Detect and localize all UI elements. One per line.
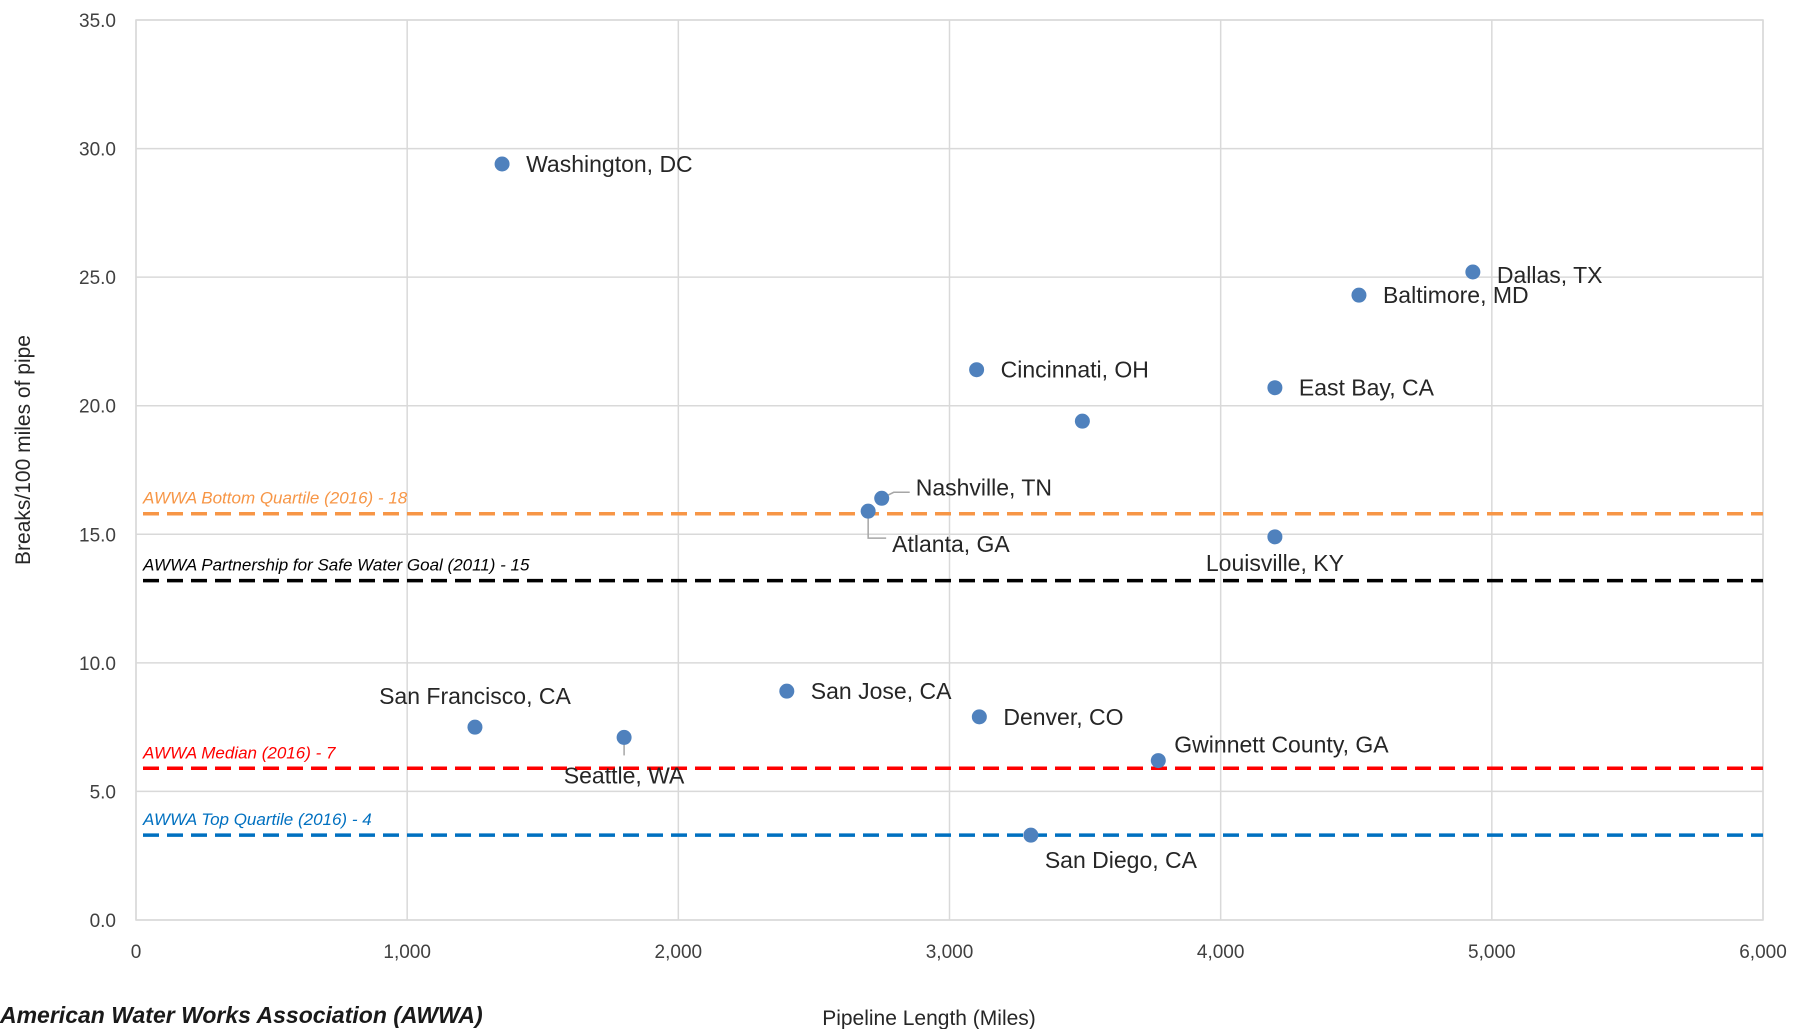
x-tick-label: 0 [131, 942, 142, 963]
data-point [616, 729, 632, 745]
y-tick-label: 25.0 [79, 268, 116, 289]
grid-lines [135, 19, 1764, 921]
data-point-label: Cincinnati, OH [1001, 357, 1149, 383]
data-point-label: San Francisco, CA [379, 683, 571, 709]
data-point [779, 683, 795, 699]
data-point [494, 156, 510, 172]
x-tick-label: 1,000 [383, 942, 431, 963]
x-tick-label: 6,000 [1739, 942, 1787, 963]
data-point-label: Atlanta, GA [892, 531, 1010, 557]
y-axis-label: Breaks/100 miles of pipe [12, 335, 35, 565]
y-tick-label: 35.0 [79, 11, 116, 32]
y-tick-label: 15.0 [79, 525, 116, 546]
x-tick-label: 2,000 [655, 942, 703, 963]
data-point [1023, 827, 1039, 843]
data-point [1351, 287, 1367, 303]
reference-line-label: AWWA Partnership for Safe Water Goal (20… [142, 556, 530, 575]
leader-lines [623, 491, 910, 756]
y-tick-label: 5.0 [90, 782, 116, 803]
data-point [860, 503, 876, 519]
y-tick-label: 20.0 [79, 397, 116, 418]
reference-line-label: AWWA Bottom Quartile (2016) - 18 [142, 489, 408, 508]
data-point-label: Gwinnett County, GA [1174, 732, 1389, 758]
data-point [467, 719, 483, 735]
data-point [1465, 264, 1481, 280]
source-note: American Water Works Association (AWWA) [0, 1002, 483, 1028]
data-point [1150, 753, 1166, 769]
data-point-label: Washington, DC [526, 151, 693, 177]
leader-line [867, 511, 887, 539]
x-axis-label: Pipeline Length (Miles) [822, 1007, 1036, 1029]
data-point-label: Baltimore, MD [1383, 282, 1529, 308]
y-tick-label: 0.0 [90, 911, 116, 932]
data-point-label: San Diego, CA [1045, 847, 1198, 873]
data-point [1074, 413, 1090, 429]
data-point [1267, 529, 1283, 545]
data-point-label: East Bay, CA [1299, 375, 1435, 401]
data-point-label: Denver, CO [1003, 704, 1123, 730]
data-points [467, 156, 1481, 843]
data-point [874, 490, 890, 506]
reference-line-label: AWWA Median (2016) - 7 [142, 743, 336, 762]
data-point-label: San Jose, CA [811, 678, 952, 704]
data-point [969, 362, 985, 378]
data-point-label: Seattle, WA [564, 762, 685, 788]
data-point-label: Nashville, TN [916, 474, 1052, 500]
data-point [971, 709, 987, 725]
data-point-label: Louisville, KY [1206, 550, 1344, 576]
tick-labels: 0 1,000 2,000 3,000 4,000 5,000 6,000 0.0 5.0 10.… [79, 11, 1787, 963]
data-point [1267, 380, 1283, 396]
x-tick-label: 5,000 [1468, 942, 1516, 963]
y-tick-label: 30.0 [79, 140, 116, 161]
reference-line-label: AWWA Top Quartile (2016) - 4 [142, 810, 372, 829]
x-tick-label: 3,000 [926, 942, 974, 963]
reference-lines: AWWA Bottom Quartile (2016) - 18 AWWA Par… [142, 489, 1763, 837]
y-tick-label: 10.0 [79, 654, 116, 675]
data-point-label: Dallas, TX [1497, 262, 1603, 288]
x-tick-label: 4,000 [1197, 942, 1245, 963]
